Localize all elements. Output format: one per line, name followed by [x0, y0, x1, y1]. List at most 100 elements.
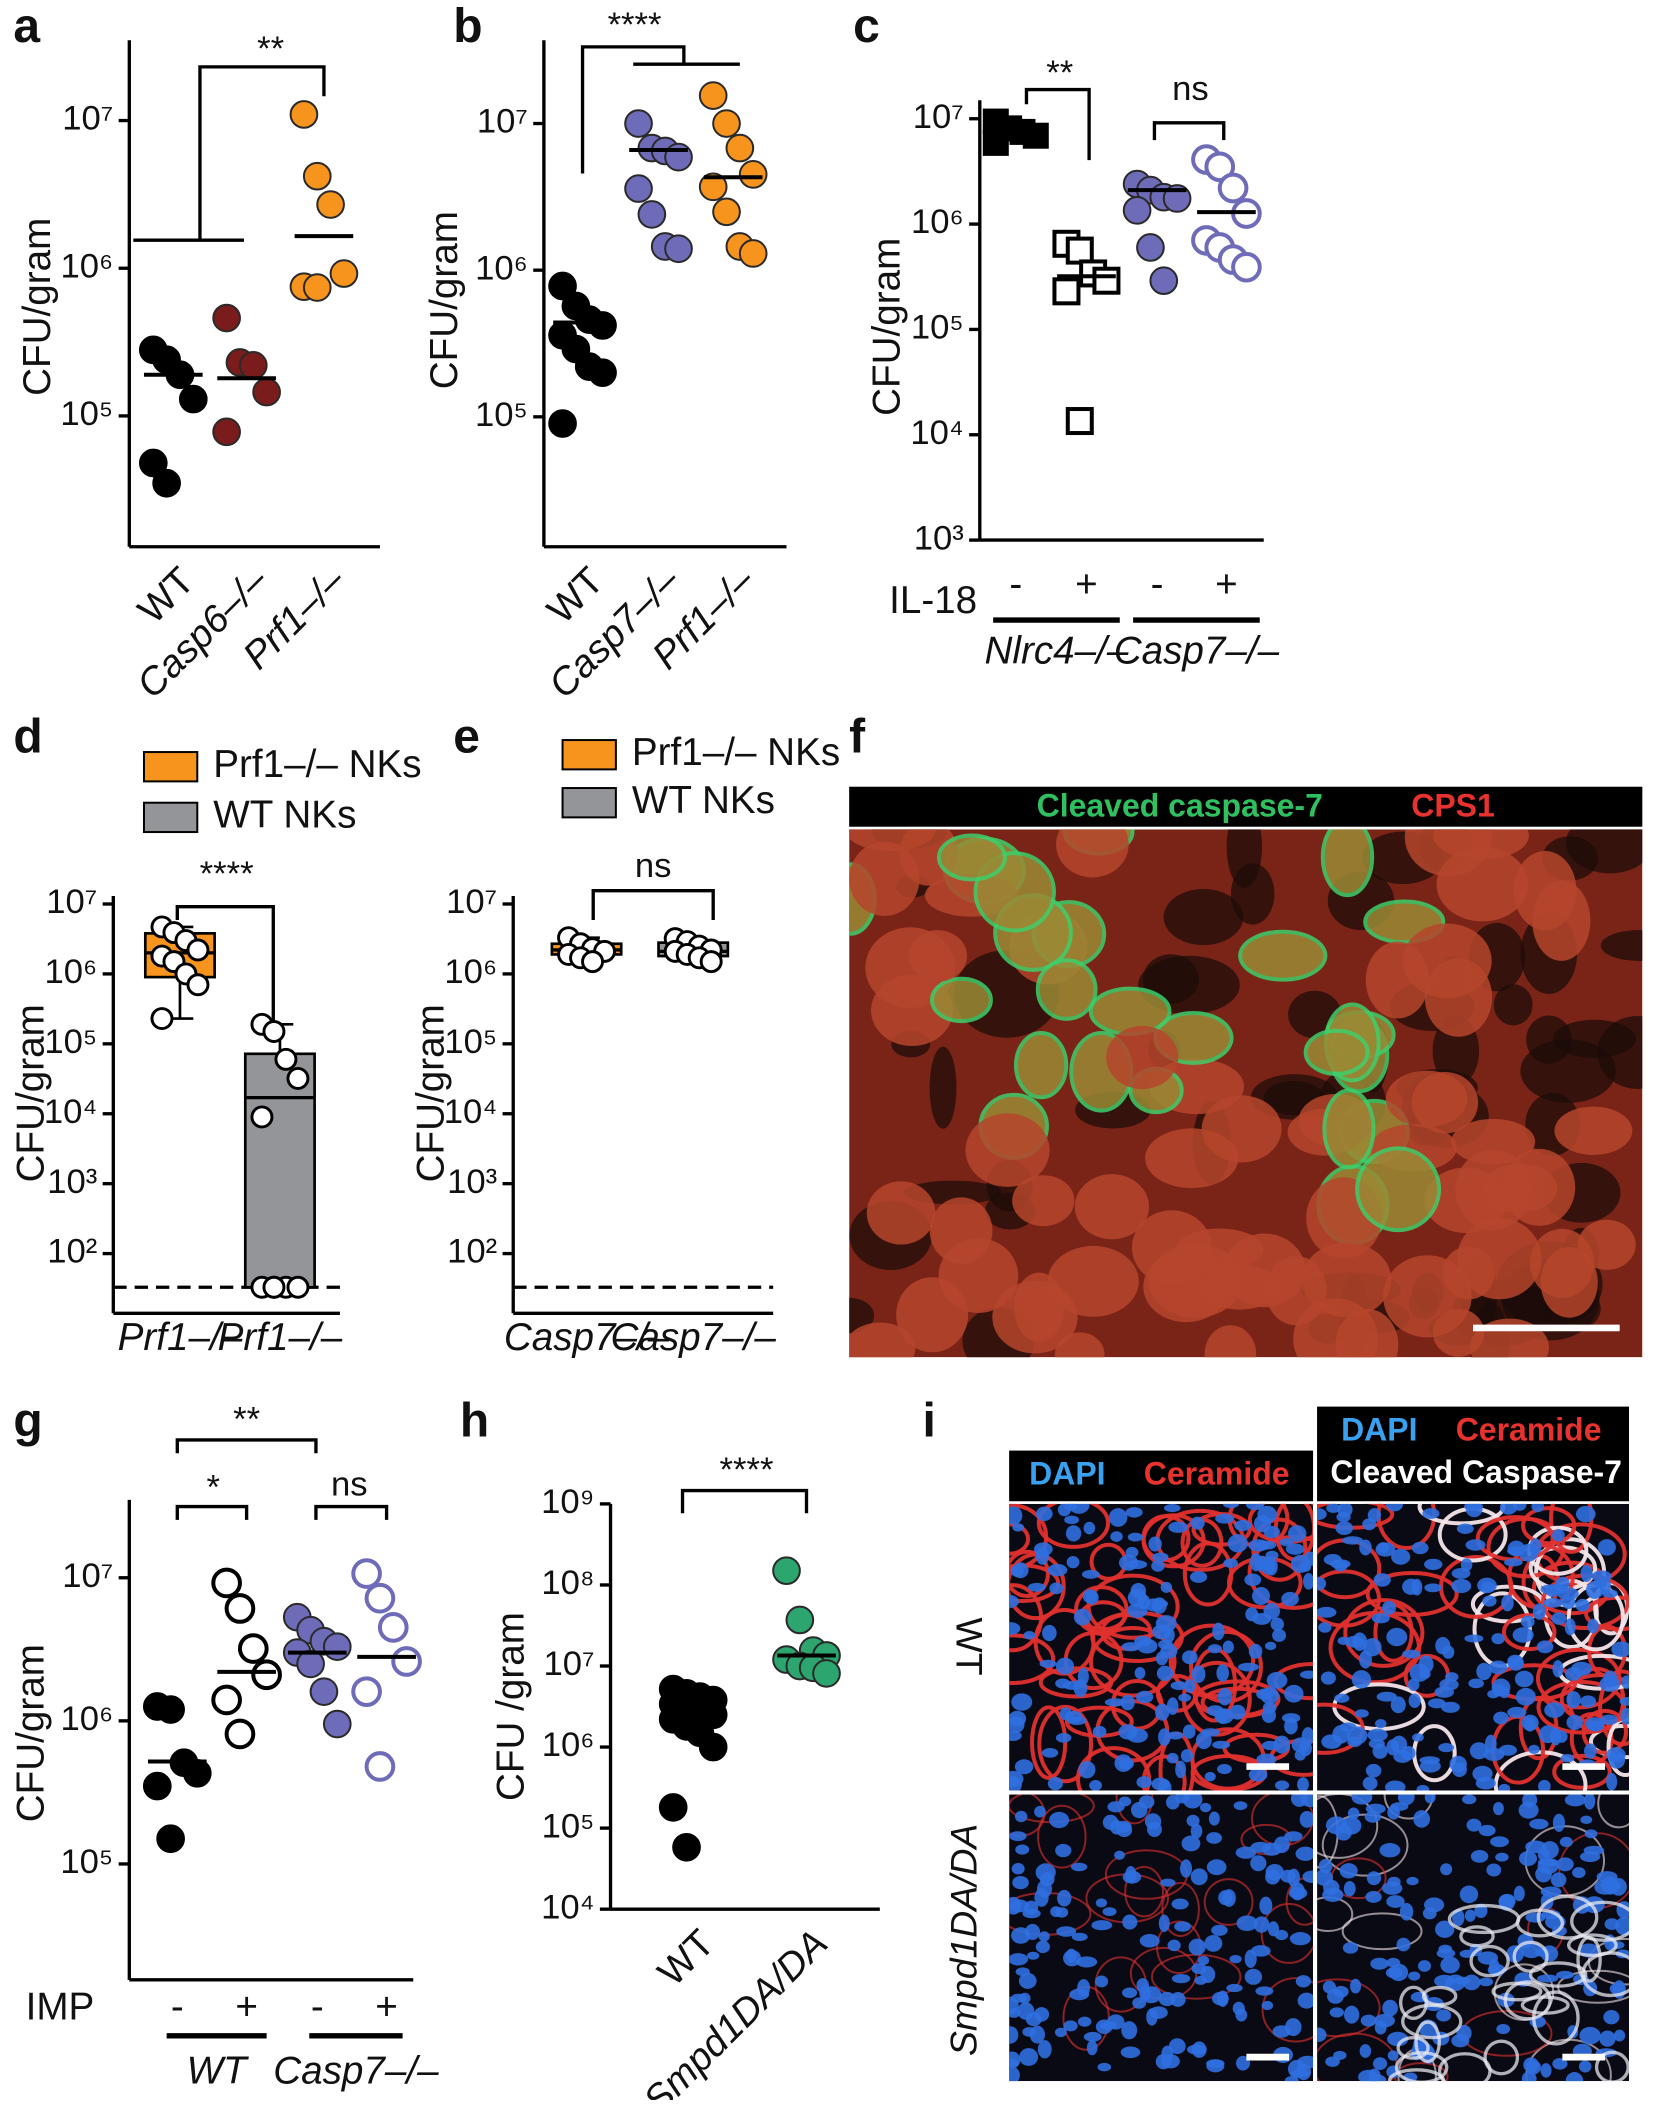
cell	[965, 1113, 1050, 1187]
row-label: WT	[949, 1618, 991, 1676]
cell	[1074, 1174, 1150, 1240]
y-tick-label: 10³	[914, 519, 964, 557]
nucleus	[1009, 1710, 1027, 1727]
nucleus	[1261, 2000, 1274, 2011]
nucleus	[1601, 1589, 1618, 1598]
nucleus	[1519, 1850, 1537, 1867]
nucleus	[1391, 1548, 1411, 1565]
nucleus	[1374, 2020, 1387, 2035]
nucleus	[1076, 1956, 1098, 1968]
nucleus	[1248, 1767, 1268, 1782]
y-tick-label: 10⁷	[543, 1645, 594, 1683]
nucleus	[1493, 1711, 1509, 1725]
y-tick-label: 10³	[447, 1163, 497, 1201]
nucleus	[1023, 1630, 1036, 1640]
nucleus	[1180, 1859, 1193, 1878]
cell	[1365, 941, 1430, 1019]
nucleus	[1481, 1581, 1495, 1592]
data-point	[658, 1793, 688, 1822]
nucleus	[1498, 1783, 1511, 1791]
nucleus	[1351, 1794, 1373, 1805]
nucleus	[1408, 1693, 1421, 1709]
caspase-signal	[1570, 1900, 1630, 1942]
tissue-bg	[1009, 1794, 1314, 2082]
significance-label: ****	[200, 855, 254, 893]
nucleus	[1325, 1816, 1348, 1835]
nucleus	[1507, 1656, 1525, 1671]
nucleus	[1035, 1506, 1053, 1521]
nucleus	[1556, 1857, 1574, 1872]
dark-patch	[1565, 829, 1643, 874]
nucleus	[1386, 1957, 1401, 1968]
nucleus	[1451, 2034, 1470, 2048]
nucleus	[1190, 1823, 1203, 1839]
dark-patch	[1597, 1016, 1643, 1089]
nucleus	[1285, 1543, 1305, 1555]
x-tick-label: Prf1–/–	[218, 1316, 343, 1359]
y-tick-label: 10⁴	[44, 1093, 97, 1131]
cell	[1482, 1163, 1558, 1213]
nucleus	[1138, 1795, 1155, 1809]
data-point	[286, 1066, 310, 1090]
nucleus	[1451, 1578, 1472, 1594]
nucleus	[1375, 1718, 1387, 1729]
nucleus	[1235, 1846, 1257, 1859]
caspase-signal	[1469, 1944, 1510, 1978]
nucleus	[1237, 1662, 1260, 1672]
nucleus	[1184, 1679, 1196, 1694]
data-point	[251, 1659, 282, 1691]
y-tick-label: 10²	[47, 1233, 97, 1271]
nucleus	[1587, 1618, 1599, 1634]
data-point	[377, 1612, 409, 1643]
nucleus	[1390, 1696, 1406, 1714]
dark-patch	[1163, 889, 1244, 946]
nucleus	[1215, 1513, 1235, 1524]
nucleus	[1484, 1734, 1497, 1754]
nucleus	[1251, 1945, 1271, 1957]
nucleus	[1078, 1761, 1096, 1779]
nucleus	[1399, 1902, 1414, 1921]
cell	[1054, 1332, 1105, 1358]
nucleus	[1538, 1725, 1558, 1744]
nucleus	[1092, 1725, 1107, 1738]
nucleus	[1170, 1681, 1188, 1691]
nucleus	[1009, 2051, 1021, 2069]
nucleus	[1011, 1693, 1033, 1711]
membrane	[1317, 1794, 1379, 1859]
nucleus	[1120, 1694, 1135, 1711]
nucleus	[1580, 1564, 1593, 1582]
cell	[849, 829, 936, 852]
nucleus	[1621, 1675, 1630, 1689]
nucleus	[1385, 1780, 1406, 1791]
nucleus	[1255, 1540, 1277, 1550]
cell	[1432, 1308, 1485, 1357]
membrane	[1521, 1506, 1577, 1546]
stain-label: Ceramide	[1456, 1411, 1602, 1447]
nucleus	[1146, 2008, 1158, 2026]
nucleus	[1572, 1867, 1586, 1879]
nucleus	[1597, 1539, 1616, 1556]
x-tick-label: Casp7–/–	[504, 1316, 670, 1359]
nucleus	[1373, 1573, 1391, 1587]
data-point	[262, 1020, 286, 1043]
nucleus	[1011, 1863, 1025, 1875]
nucleus	[1464, 1503, 1484, 1512]
nucleus	[1212, 1991, 1229, 2006]
nucleus	[1199, 1802, 1212, 1813]
data-point	[699, 950, 723, 974]
membrane	[1009, 1583, 1044, 1653]
nucleus	[1504, 1558, 1523, 1567]
cell	[1532, 880, 1591, 961]
nucleus	[1065, 1525, 1082, 1542]
nucleus	[1566, 1691, 1581, 1709]
nucleus	[1054, 2027, 1067, 2038]
legend-swatch	[142, 751, 199, 783]
y-tick-label: 10⁷	[62, 100, 113, 138]
data-point	[302, 161, 332, 191]
nucleus	[1158, 1991, 1176, 2007]
nucleus	[1297, 1777, 1309, 1791]
nucleus	[1285, 2018, 1302, 2037]
nucleus	[1466, 1818, 1482, 1832]
y-axis-label: CFU /gram	[489, 1612, 532, 1801]
nucleus	[1155, 2053, 1172, 2070]
